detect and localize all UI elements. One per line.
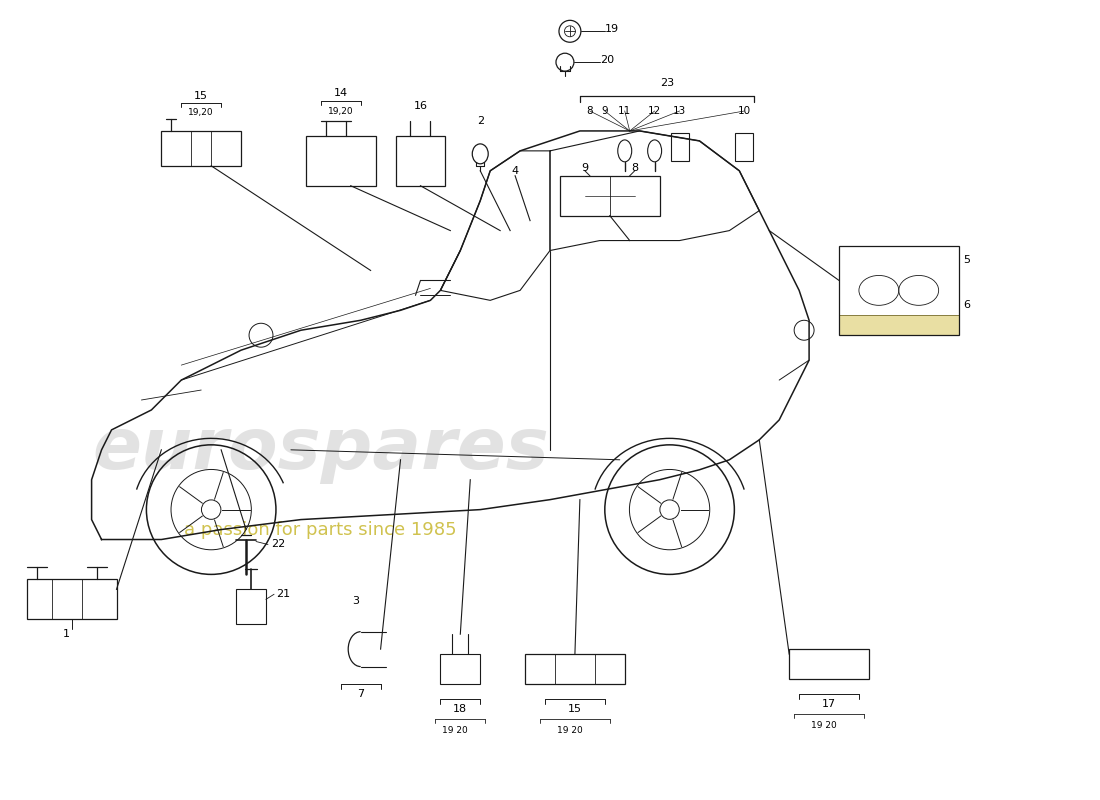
- Text: 19 20: 19 20: [557, 726, 583, 735]
- Text: 16: 16: [414, 101, 428, 111]
- Text: 8: 8: [586, 106, 593, 116]
- Bar: [440, 654, 481, 684]
- Text: 7: 7: [358, 689, 364, 699]
- Bar: [236, 590, 266, 624]
- Text: 6: 6: [964, 300, 970, 310]
- Text: 19,20: 19,20: [328, 106, 353, 115]
- Text: 8: 8: [631, 163, 638, 173]
- Bar: [396, 136, 446, 186]
- Text: 11: 11: [618, 106, 631, 116]
- Text: 2: 2: [476, 116, 484, 126]
- Bar: [560, 176, 660, 216]
- Bar: [306, 136, 375, 186]
- Text: 22: 22: [271, 539, 285, 550]
- Bar: [736, 133, 754, 161]
- Bar: [525, 654, 625, 684]
- Text: 15: 15: [195, 91, 208, 101]
- Text: eurospares: eurospares: [92, 415, 549, 484]
- Bar: [26, 579, 117, 619]
- Text: 10: 10: [738, 106, 751, 116]
- Text: 14: 14: [333, 88, 348, 98]
- Text: 9: 9: [581, 163, 589, 173]
- Text: 5: 5: [964, 255, 970, 266]
- Bar: [839, 315, 958, 335]
- Text: 12: 12: [648, 106, 661, 116]
- Text: 15: 15: [568, 704, 582, 714]
- Bar: [839, 246, 958, 335]
- Bar: [671, 133, 689, 161]
- Bar: [162, 131, 241, 166]
- Text: 19: 19: [605, 24, 619, 34]
- Text: 17: 17: [822, 699, 836, 709]
- Text: 21: 21: [276, 590, 290, 599]
- Text: 13: 13: [673, 106, 686, 116]
- Text: 19 20: 19 20: [811, 722, 837, 730]
- Text: 1: 1: [63, 629, 70, 639]
- Text: 18: 18: [453, 704, 468, 714]
- Text: 3: 3: [352, 596, 360, 606]
- Text: a passion for parts since 1985: a passion for parts since 1985: [185, 521, 458, 538]
- Text: 23: 23: [660, 78, 674, 88]
- Text: 19,20: 19,20: [188, 109, 214, 118]
- Bar: [789, 649, 869, 679]
- Text: 4: 4: [512, 166, 519, 176]
- Text: 19 20: 19 20: [442, 726, 469, 735]
- Text: 20: 20: [600, 55, 614, 65]
- Text: 9: 9: [602, 106, 608, 116]
